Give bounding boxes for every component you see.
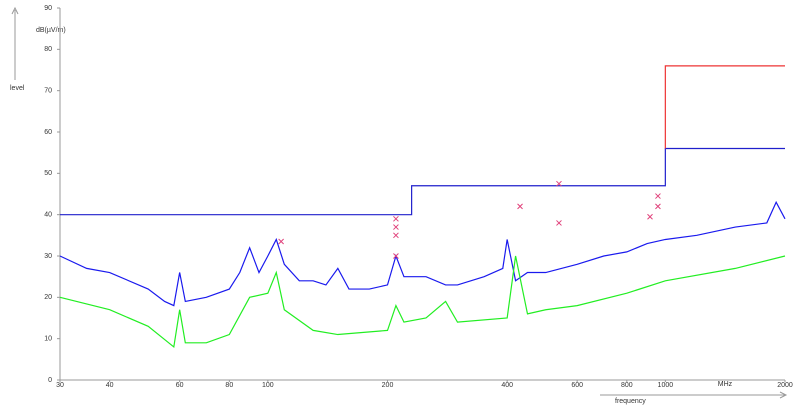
- y-tick-label: 90: [44, 5, 52, 12]
- x-tick-label: 1000: [658, 382, 674, 389]
- marker: [393, 215, 399, 222]
- marker: [278, 238, 284, 245]
- marker: [393, 253, 399, 259]
- marker: [393, 232, 399, 239]
- y-axis-title: level: [10, 85, 25, 92]
- x-axis-title: frequency: [615, 398, 646, 405]
- y-tick-label: 30: [44, 253, 52, 260]
- x-tick-label: 200: [382, 382, 394, 389]
- marker: [655, 203, 661, 210]
- y-unit-label: dB(µV/m): [36, 27, 66, 34]
- trace: [59, 200, 786, 307]
- marker: [647, 213, 653, 220]
- y-tick-label: 70: [44, 88, 52, 95]
- y-tick-label: 80: [44, 46, 52, 53]
- x-tick-label: 100: [262, 382, 274, 389]
- y-tick-label: 20: [44, 294, 52, 301]
- marker: [517, 203, 523, 210]
- y-arrowhead: [11, 6, 19, 15]
- x-arrowhead: [779, 391, 788, 399]
- x-tick-label: 800: [621, 382, 633, 389]
- marker: [655, 193, 661, 199]
- trace: [60, 147, 785, 216]
- x-unit-label: MHz: [718, 381, 733, 388]
- x-tick-label: 600: [571, 382, 583, 389]
- y-tick-label: 10: [44, 336, 52, 343]
- x-tick-label: 60: [176, 382, 184, 389]
- marker: [393, 224, 399, 230]
- x-tick-label: 80: [225, 382, 233, 389]
- trace: [664, 65, 785, 149]
- x-tick-label: 40: [106, 382, 114, 389]
- y-tick-label: 60: [44, 129, 52, 136]
- y-tick-label: 0: [48, 377, 52, 384]
- x-tick-label: 2000: [777, 382, 793, 389]
- y-tick-label: 50: [44, 170, 52, 177]
- x-tick-label: 400: [501, 382, 513, 389]
- marker: [556, 220, 562, 226]
- trace: [59, 255, 786, 349]
- y-tick-label: 40: [44, 212, 52, 219]
- x-tick-label: 30: [56, 382, 64, 389]
- marker: [556, 180, 562, 187]
